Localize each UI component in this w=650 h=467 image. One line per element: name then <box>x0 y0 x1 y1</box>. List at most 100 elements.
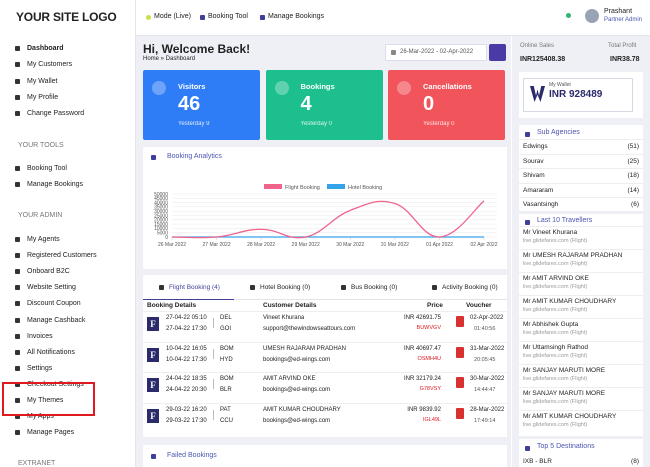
customer-email: support@thewindowseattours.com <box>263 326 356 332</box>
main: Hi, Welcome Back! Home » Dashboard 26-Mar-… <box>136 36 511 467</box>
arrive-time: 24-04-22 20:30 <box>166 387 207 393</box>
menu-item[interactable]: My Customers <box>27 61 73 69</box>
icon <box>200 15 205 20</box>
card-icon <box>152 81 166 95</box>
stat-value: INR125408.38 <box>520 56 566 63</box>
icon <box>525 220 530 225</box>
filter-button[interactable] <box>489 44 506 61</box>
price: INR 32179.24 <box>403 376 441 382</box>
agency-count: (51) <box>627 143 639 150</box>
menu-item[interactable]: Settings <box>27 364 53 372</box>
voucher-date: 30-Mar-2022 <box>470 376 505 382</box>
wallet-logo <box>530 86 545 102</box>
topbar: Mode (Live) Booking Tool Manage Bookings Pr… <box>136 0 650 36</box>
traveller-name: Mr Uttamsingh Rathod <box>523 344 589 351</box>
menu-item[interactable]: Registered Customers <box>27 252 97 260</box>
menu-item[interactable]: Manage Pages <box>27 429 75 437</box>
menu-item[interactable]: Manage Cashback <box>27 316 86 324</box>
topbar-link[interactable]: Manage Bookings <box>268 13 325 20</box>
icon <box>159 285 164 290</box>
icon <box>15 237 20 242</box>
route-dots <box>213 409 214 420</box>
voucher-icon[interactable] <box>456 377 464 388</box>
menu-item[interactable]: My Themes <box>27 397 64 404</box>
menu-item[interactable]: Discount Coupon <box>27 300 81 308</box>
traveller-source: live.glidefares.com (Flight) <box>523 376 588 382</box>
customer-email: bookings@ed-wings.com <box>263 387 331 393</box>
card-icon <box>397 81 411 95</box>
menu-item[interactable]: Booking Tool <box>27 165 67 172</box>
list-divider <box>519 364 643 365</box>
x-tick-label: 30 Mar 2022 <box>336 242 364 248</box>
list-divider <box>519 197 643 198</box>
icon <box>15 301 20 307</box>
section-heading: YOUR ADMIN <box>18 212 63 219</box>
y-tick-label: 10000 <box>154 226 168 232</box>
menu-item[interactable]: Change Password <box>27 110 85 118</box>
agency-name[interactable]: Edwings <box>523 143 548 150</box>
menu-item[interactable]: Dashboard <box>27 45 64 52</box>
agency-name[interactable]: Sourav <box>523 157 544 165</box>
menu-item[interactable]: My Profile <box>27 93 59 101</box>
breadcrumb: Home » Dashboard <box>143 56 196 62</box>
sidebar: YOUR SITE LOGO Dashboard My Customers My Wa… <box>0 0 136 467</box>
panel-title: Top 5 Destinations <box>537 443 595 450</box>
topbar-link[interactable]: Booking Tool <box>208 13 248 20</box>
menu-item[interactable]: Website Setting <box>27 284 76 292</box>
icon <box>15 333 20 339</box>
list-divider <box>519 318 643 319</box>
traveller-source: live.glidefares.com (Flight) <box>523 238 588 244</box>
traveller-source: live.glidefares.com (Flight) <box>523 330 588 336</box>
voucher-time: 20:05:45 <box>474 356 496 363</box>
list-divider <box>519 341 643 342</box>
tab[interactable]: Flight Booking (4) <box>143 275 234 300</box>
card-sub: Yesterday 9 <box>178 121 210 127</box>
y-tick-label: 25000 <box>154 213 168 219</box>
highlight-box <box>2 382 95 416</box>
stat-label: Online Sales <box>520 43 555 49</box>
menu-item[interactable]: Manage Bookings <box>27 181 84 188</box>
agency-name[interactable]: Vasantsingh <box>523 201 559 208</box>
destination-route: IXB - BLR <box>523 458 552 465</box>
menu-item[interactable]: My Agents <box>27 236 60 243</box>
route-dots <box>213 348 214 359</box>
y-tick-label: 35000 <box>154 205 168 211</box>
agency-name[interactable]: Amararam <box>523 186 554 194</box>
menu-item[interactable]: My Apps <box>27 413 54 421</box>
tab[interactable]: Bus Booking (0) <box>325 275 416 300</box>
arrive-time: 27-04-22 17:30 <box>166 326 207 332</box>
menu-item[interactable]: Checkout Settings <box>27 380 84 388</box>
wallet-value: INR 928489 <box>549 89 603 100</box>
voucher-icon[interactable] <box>456 407 464 419</box>
topbar-link[interactable]: Mode (Live) <box>154 13 191 20</box>
tab[interactable]: Hotel Booking (0) <box>234 275 325 300</box>
customer-name: AMIT KUMAR CHOUDHARY <box>263 406 341 413</box>
price: INR 9839.92 <box>407 406 441 413</box>
menu-item[interactable]: All Notifications <box>27 348 75 356</box>
column-header: Customer Details <box>263 302 317 309</box>
list-divider <box>519 410 643 411</box>
airline-logo: F <box>147 408 159 423</box>
panel-title: Sub Agencies <box>537 129 580 136</box>
pnr: OSMH4U <box>417 355 441 362</box>
traveller-name: Mr Vineet Khurana <box>523 229 578 236</box>
airline-logo: F <box>147 378 159 392</box>
from-code: PAT <box>220 406 231 413</box>
agency-name[interactable]: Shivam <box>523 172 545 179</box>
icon <box>525 132 530 137</box>
menu-item[interactable]: Onboard B2C <box>27 268 70 276</box>
voucher-icon[interactable] <box>456 346 464 358</box>
icon <box>151 155 156 160</box>
voucher-icon[interactable] <box>456 316 464 327</box>
menu-item[interactable]: My Wallet <box>27 77 58 85</box>
menu-item[interactable]: Invoices <box>27 332 53 340</box>
icon <box>15 349 20 355</box>
from-code: DEL <box>220 315 232 321</box>
icon <box>15 285 20 291</box>
list-divider <box>519 249 643 250</box>
agency-count: (25) <box>627 157 639 165</box>
date-range[interactable]: 26-Mar-2022 - 02-Apr-2022 <box>385 44 487 61</box>
icon <box>15 365 20 371</box>
voucher-time: 01:40:56 <box>474 326 496 332</box>
tab[interactable]: Activity Booking (0) <box>416 275 507 300</box>
